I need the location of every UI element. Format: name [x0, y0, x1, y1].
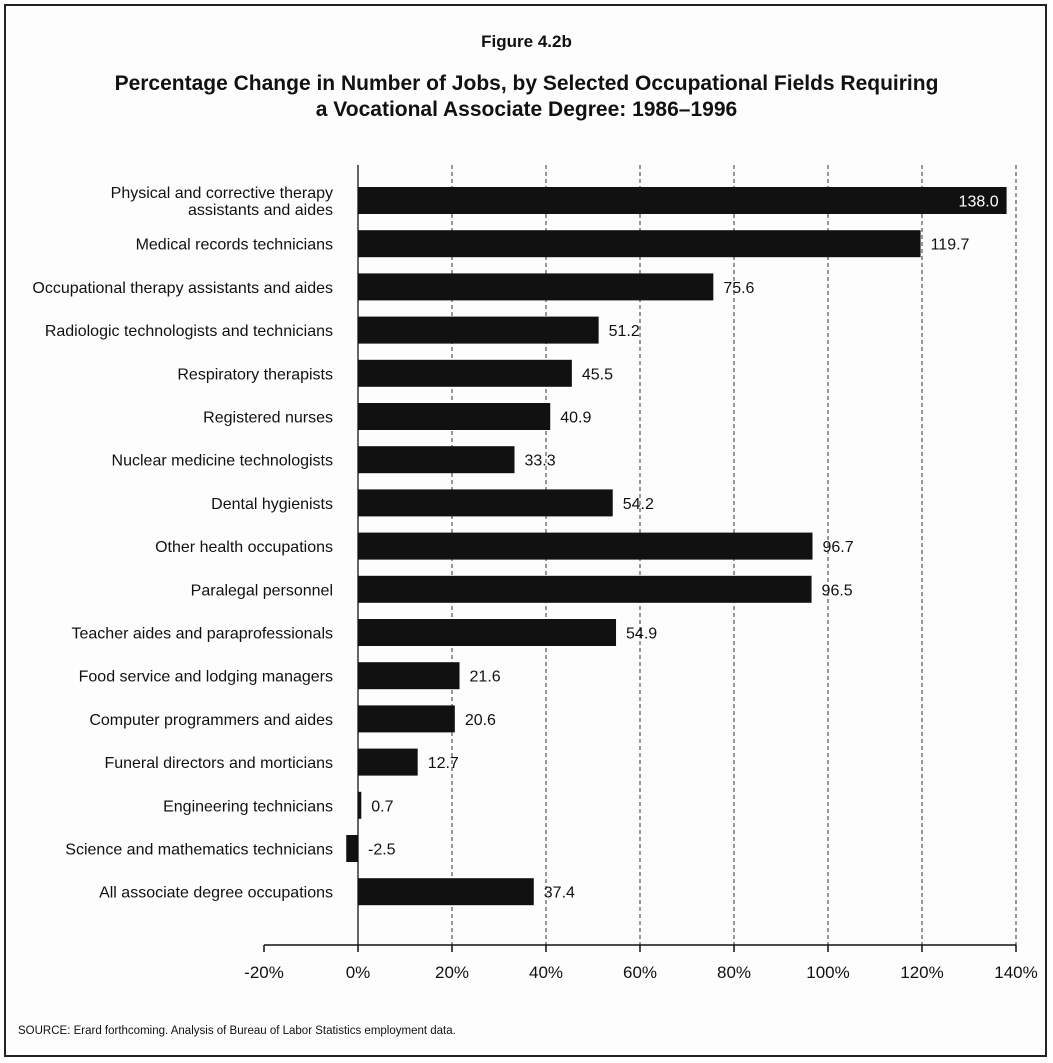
x-tick-label: 140%	[994, 963, 1037, 982]
bar	[358, 878, 534, 906]
category-label: Engineering technicians	[163, 798, 333, 815]
x-tick-label: -20%	[244, 963, 284, 982]
value-label: 54.9	[626, 626, 657, 643]
bar	[346, 835, 358, 862]
bar	[358, 791, 362, 819]
category-label: assistants and aides	[188, 202, 333, 219]
bar	[358, 316, 599, 344]
bar	[358, 359, 572, 387]
category-label: Funeral directors and morticians	[104, 755, 333, 772]
x-tick-label: 40%	[529, 963, 563, 982]
value-label: 0.7	[371, 798, 393, 815]
category-label: Computer programmers and aides	[89, 712, 333, 729]
x-tick-label: 120%	[900, 963, 943, 982]
value-label: 33.3	[525, 453, 556, 470]
bar	[358, 446, 515, 474]
category-label: Teacher aides and paraprofessionals	[72, 626, 334, 643]
value-label: 51.2	[609, 323, 640, 340]
x-tick-label: 80%	[717, 963, 751, 982]
source-note: SOURCE: Erard forthcoming. Analysis of B…	[18, 1025, 456, 1037]
value-label: 54.2	[623, 496, 654, 513]
bar	[358, 662, 460, 690]
x-tick-label: 20%	[435, 963, 469, 982]
category-label: Other health occupations	[155, 539, 333, 556]
value-label: -2.5	[368, 842, 396, 859]
value-label: 12.7	[428, 755, 459, 772]
bar-layer: 138.0 Physical and corrective therapyassi…	[32, 185, 1007, 906]
category-label: Radiologic technologists and technicians	[45, 323, 333, 340]
x-axis: -20% 0% 20% 40% 60% 80% 100% 120% 140%	[244, 944, 1038, 982]
chart-title-line-2: a Vocational Associate Degree: 1986–1996	[315, 98, 738, 121]
chart-title-line-1: Percentage Change in Number of Jobs, by …	[114, 72, 939, 95]
category-label: Food service and lodging managers	[79, 669, 333, 686]
category-label: Occupational therapy assistants and aide…	[32, 280, 333, 297]
value-label: 20.6	[465, 712, 496, 729]
value-label: 37.4	[544, 885, 575, 902]
bar	[358, 273, 714, 301]
bar	[358, 575, 812, 603]
value-label: 75.6	[723, 280, 754, 297]
category-label: Physical and corrective therapy	[111, 185, 333, 202]
value-label: 21.6	[470, 669, 501, 686]
x-tick-label: 0%	[346, 963, 371, 982]
bar	[358, 187, 1007, 214]
x-tick-label: 60%	[623, 963, 657, 982]
bar	[358, 489, 613, 517]
bar	[358, 748, 418, 776]
bar	[358, 705, 455, 733]
value-label: 96.5	[822, 582, 853, 599]
value-label: 138.0	[959, 194, 999, 211]
category-label: Science and mathematics technicians	[65, 842, 333, 859]
value-label: 119.7	[931, 237, 970, 254]
bar	[358, 403, 551, 430]
x-tick-label: 100%	[806, 963, 849, 982]
value-label: 45.5	[582, 366, 613, 383]
category-label: Paralegal personnel	[191, 582, 333, 599]
bar	[358, 619, 617, 646]
category-label: Dental hygienists	[211, 496, 333, 513]
category-label: Nuclear medicine technologists	[112, 453, 333, 470]
bar	[358, 532, 813, 560]
figure-label: Figure 4.2b	[481, 32, 572, 51]
bar	[358, 230, 921, 258]
category-label: Respiratory therapists	[177, 366, 333, 383]
category-label: Registered nurses	[203, 410, 333, 427]
category-label: All associate degree occupations	[99, 885, 333, 902]
value-label: 96.7	[822, 539, 853, 556]
category-label: Medical records technicians	[136, 237, 333, 254]
value-label: 40.9	[560, 410, 591, 427]
